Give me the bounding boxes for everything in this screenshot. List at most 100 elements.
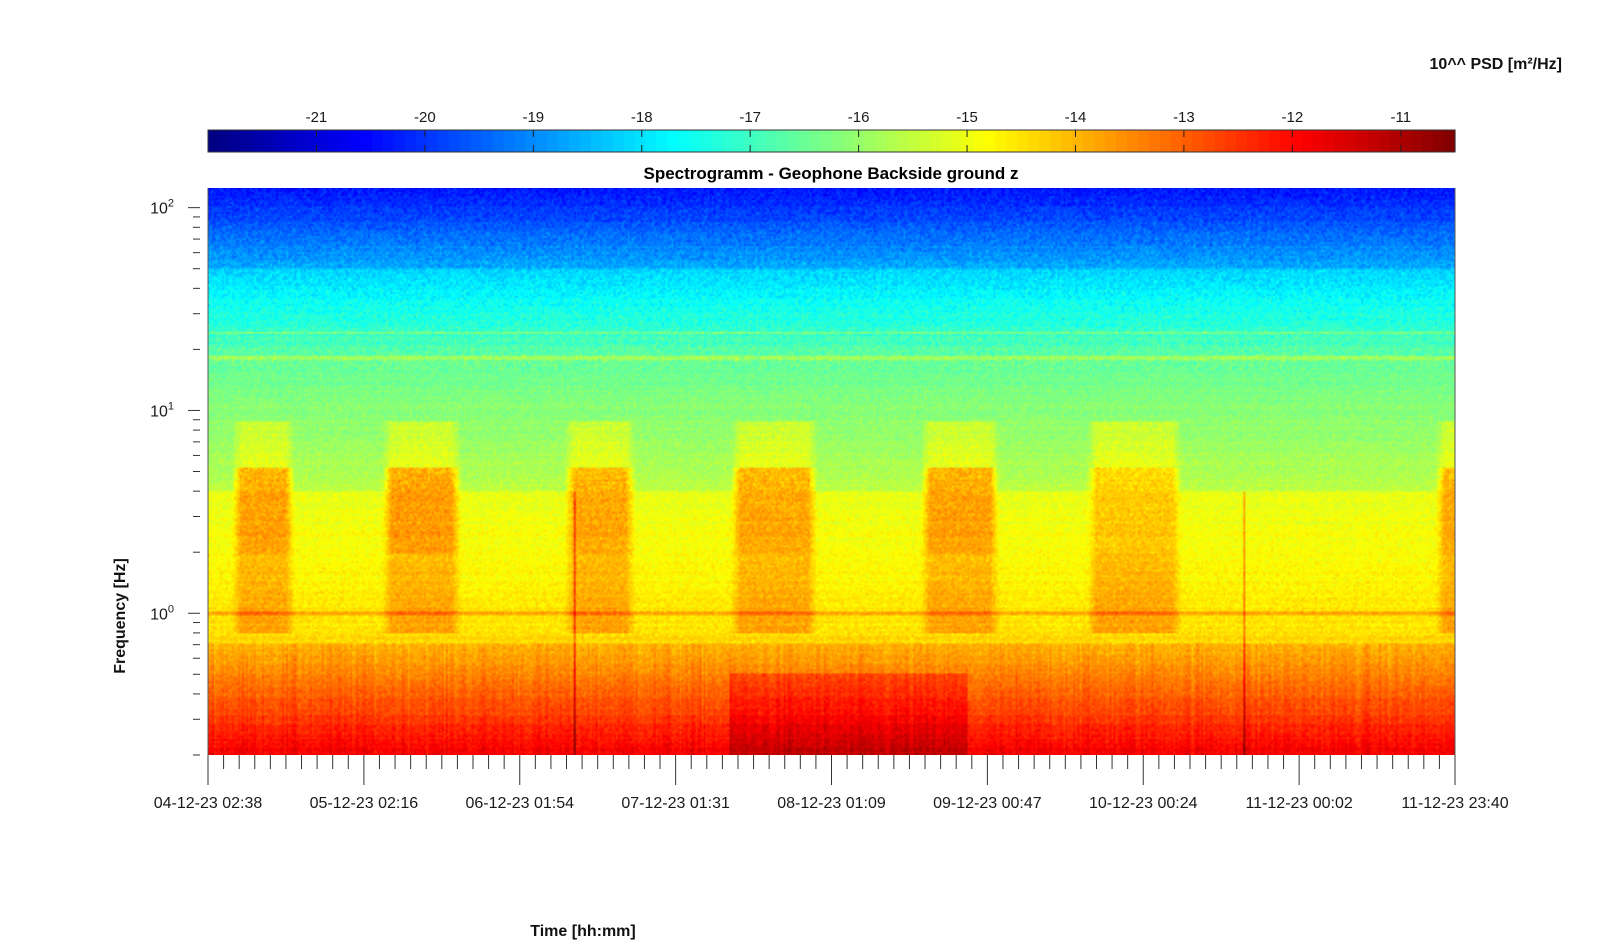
colorbar-cell [1422,130,1434,152]
x-tick-label: 11-12-23 00:02 [1245,795,1352,812]
colorbar-cell [208,130,220,152]
colorbar-cell [645,130,658,152]
colorbar-tick-label: -17 [739,109,761,126]
x-tick-label: 10-12-23 00:24 [1089,795,1198,812]
colorbar-cell [1367,130,1380,152]
colorbar-cell [809,130,822,152]
colorbar-cell [1433,130,1445,152]
colorbar-cell [951,130,964,152]
colorbar-cell [1039,130,1051,152]
y-tick-label: 100 [150,603,174,623]
colorbar-cell [765,130,778,152]
colorbar-cell [1126,130,1139,152]
colorbar-cell [1236,130,1248,152]
colorbar-cell [568,130,581,152]
colorbar-cell [1050,130,1062,152]
colorbar-cell [1345,130,1358,152]
colorbar-cell [1072,130,1084,152]
colorbar-cell [361,130,373,152]
spectrogram-image-container [208,188,1455,755]
colorbar-cell [295,130,308,152]
colorbar-cell [459,130,472,152]
x-tick-label: 08-12-23 01:09 [777,795,886,812]
colorbar-cell [339,130,351,152]
colorbar-cell [525,130,537,152]
colorbar-cell [831,130,844,152]
colorbar-cell [1400,130,1412,152]
colorbar-cell [284,130,297,152]
colorbar-cell [1334,130,1347,152]
x-tick-label: 07-12-23 01:31 [621,795,730,812]
colorbar-tick-label: -14 [1065,109,1087,126]
colorbar-cell [383,130,395,152]
colorbar-cell [733,130,745,152]
colorbar-cell [350,130,362,152]
colorbar-tick-label: -19 [522,109,544,126]
colorbar-tick-label: -13 [1173,109,1195,126]
colorbar-cell [1094,130,1106,152]
colorbar-cell [448,130,461,152]
colorbar-cell [776,130,789,152]
x-tick-label: 09-12-23 00:47 [933,795,1042,812]
colorbar-cell [853,130,865,152]
colorbar-cell [700,130,712,152]
plot-area: 100 101 102 04-12-23 02:38 05-12-23 02:16 06… [150,188,1509,812]
colorbar-cell [612,130,625,152]
colorbar-cell [875,130,887,152]
colorbar-cell [929,130,942,152]
colorbar-cell [1115,130,1128,152]
colorbar-cell [1006,130,1019,152]
colorbar-cell [1017,130,1029,152]
colorbar-cell [1159,130,1172,152]
colorbar-cell [711,130,723,152]
colorbar-tick-label: -21 [306,109,328,126]
colorbar-cell [722,130,734,152]
colorbar-cell [842,130,854,152]
colorbar-cell [973,130,986,152]
colorbar-cell [1148,130,1161,152]
colorbar-cell [328,130,340,152]
colorbar-cell [743,130,756,152]
x-tick-label: 05-12-23 02:16 [310,795,419,812]
chart-title: Spectrogramm - Geophone Backside ground … [643,164,1018,183]
colorbar-cell [372,130,384,152]
colorbar-tick-label: -11 [1390,109,1411,126]
colorbar-cell [1356,130,1369,152]
colorbar-tick-label: -20 [414,109,436,126]
colorbar-cell [317,130,329,152]
colorbar-label: 10^^ PSD [m²/Hz] [1430,56,1562,73]
colorbar-cell [1279,130,1292,152]
colorbar-cell [678,130,690,152]
colorbar-cell [1203,130,1215,152]
colorbar-cell [787,130,800,152]
colorbar-cell [634,130,647,152]
colorbar-cell [1389,130,1401,152]
colorbar-cell [995,130,1008,152]
colorbar-cell [229,130,242,152]
y-axis-label: Frequency [Hz] [112,558,129,674]
colorbar-cell [251,130,264,152]
colorbar-cell [689,130,701,152]
colorbar-tick-label: -16 [848,109,870,126]
colorbar-cell [1290,130,1303,152]
colorbar-cell [1061,130,1073,152]
colorbar-cell [1225,130,1237,152]
colorbar-cell [273,130,286,152]
colorbar-cell [897,130,909,152]
colorbar-cell [481,130,493,152]
colorbar-cell [1312,130,1325,152]
colorbar-cell [1301,130,1314,152]
colorbar-cell [1214,130,1226,152]
colorbar-cell [426,130,439,152]
colorbar-cell [656,130,669,152]
colorbar-cell [1323,130,1336,152]
colorbar-cell [415,130,428,152]
y-tick-label: 102 [150,198,174,218]
colorbar-cell [1247,130,1259,152]
colorbar-cell [579,130,592,152]
colorbar-cell [1028,130,1040,152]
colorbar-cell [1192,130,1205,152]
colorbar-cell [601,130,614,152]
colorbar-cell [1378,130,1390,152]
colorbar-cell [1269,130,1281,152]
